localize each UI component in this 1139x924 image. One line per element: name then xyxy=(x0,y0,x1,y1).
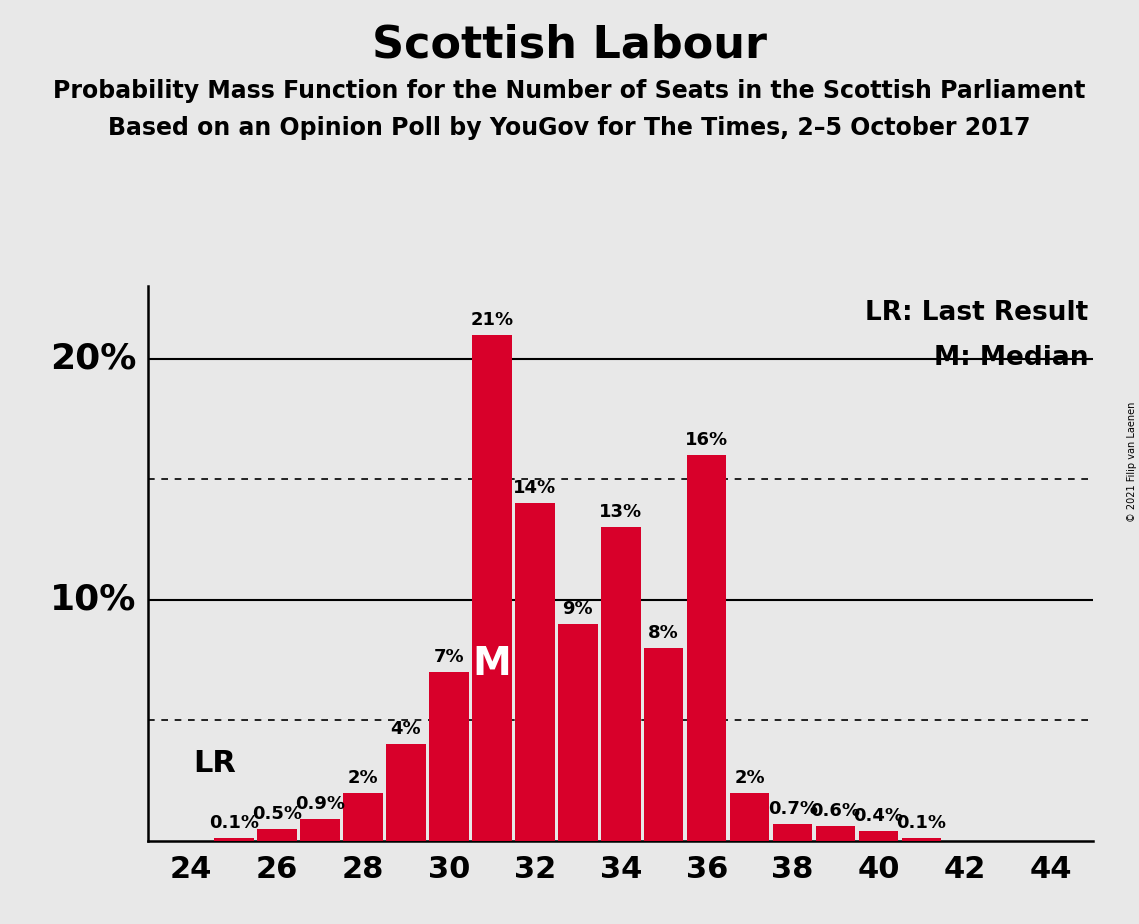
Text: 2%: 2% xyxy=(347,769,378,786)
Bar xyxy=(558,624,598,841)
Bar xyxy=(773,824,812,841)
Text: Based on an Opinion Poll by YouGov for The Times, 2–5 October 2017: Based on an Opinion Poll by YouGov for T… xyxy=(108,116,1031,140)
Bar xyxy=(644,648,683,841)
Text: 4%: 4% xyxy=(391,721,421,738)
Text: 13%: 13% xyxy=(599,504,642,521)
Text: LR: Last Result: LR: Last Result xyxy=(866,300,1089,326)
Bar xyxy=(386,745,426,841)
Bar xyxy=(859,832,899,841)
Text: 21%: 21% xyxy=(470,310,514,329)
Text: 14%: 14% xyxy=(514,480,556,497)
Text: 0.1%: 0.1% xyxy=(210,814,259,833)
Text: LR: LR xyxy=(194,749,236,778)
Bar xyxy=(429,672,468,841)
Text: 0.5%: 0.5% xyxy=(252,805,302,822)
Text: Probability Mass Function for the Number of Seats in the Scottish Parliament: Probability Mass Function for the Number… xyxy=(54,79,1085,103)
Bar xyxy=(601,528,640,841)
Text: 9%: 9% xyxy=(563,600,593,618)
Text: Scottish Labour: Scottish Labour xyxy=(372,23,767,67)
Bar xyxy=(301,820,339,841)
Bar xyxy=(343,793,383,841)
Text: 0.7%: 0.7% xyxy=(768,800,818,818)
Bar xyxy=(816,826,855,841)
Bar xyxy=(515,504,555,841)
Text: 7%: 7% xyxy=(434,648,465,666)
Text: 10%: 10% xyxy=(50,583,137,617)
Text: M: M xyxy=(473,645,511,683)
Text: 0.4%: 0.4% xyxy=(853,808,903,825)
Text: 0.9%: 0.9% xyxy=(295,796,345,813)
Text: 0.6%: 0.6% xyxy=(811,802,861,821)
Bar xyxy=(902,838,941,841)
Text: 2%: 2% xyxy=(735,769,765,786)
Bar xyxy=(687,456,727,841)
Bar xyxy=(472,334,511,841)
Text: 16%: 16% xyxy=(686,432,728,449)
Text: M: Median: M: Median xyxy=(934,345,1089,371)
Text: 20%: 20% xyxy=(50,342,137,376)
Bar xyxy=(214,838,254,841)
Text: 8%: 8% xyxy=(648,624,679,642)
Bar xyxy=(257,829,297,841)
Bar xyxy=(730,793,770,841)
Text: 0.1%: 0.1% xyxy=(896,814,947,833)
Text: © 2021 Filip van Laenen: © 2021 Filip van Laenen xyxy=(1126,402,1137,522)
